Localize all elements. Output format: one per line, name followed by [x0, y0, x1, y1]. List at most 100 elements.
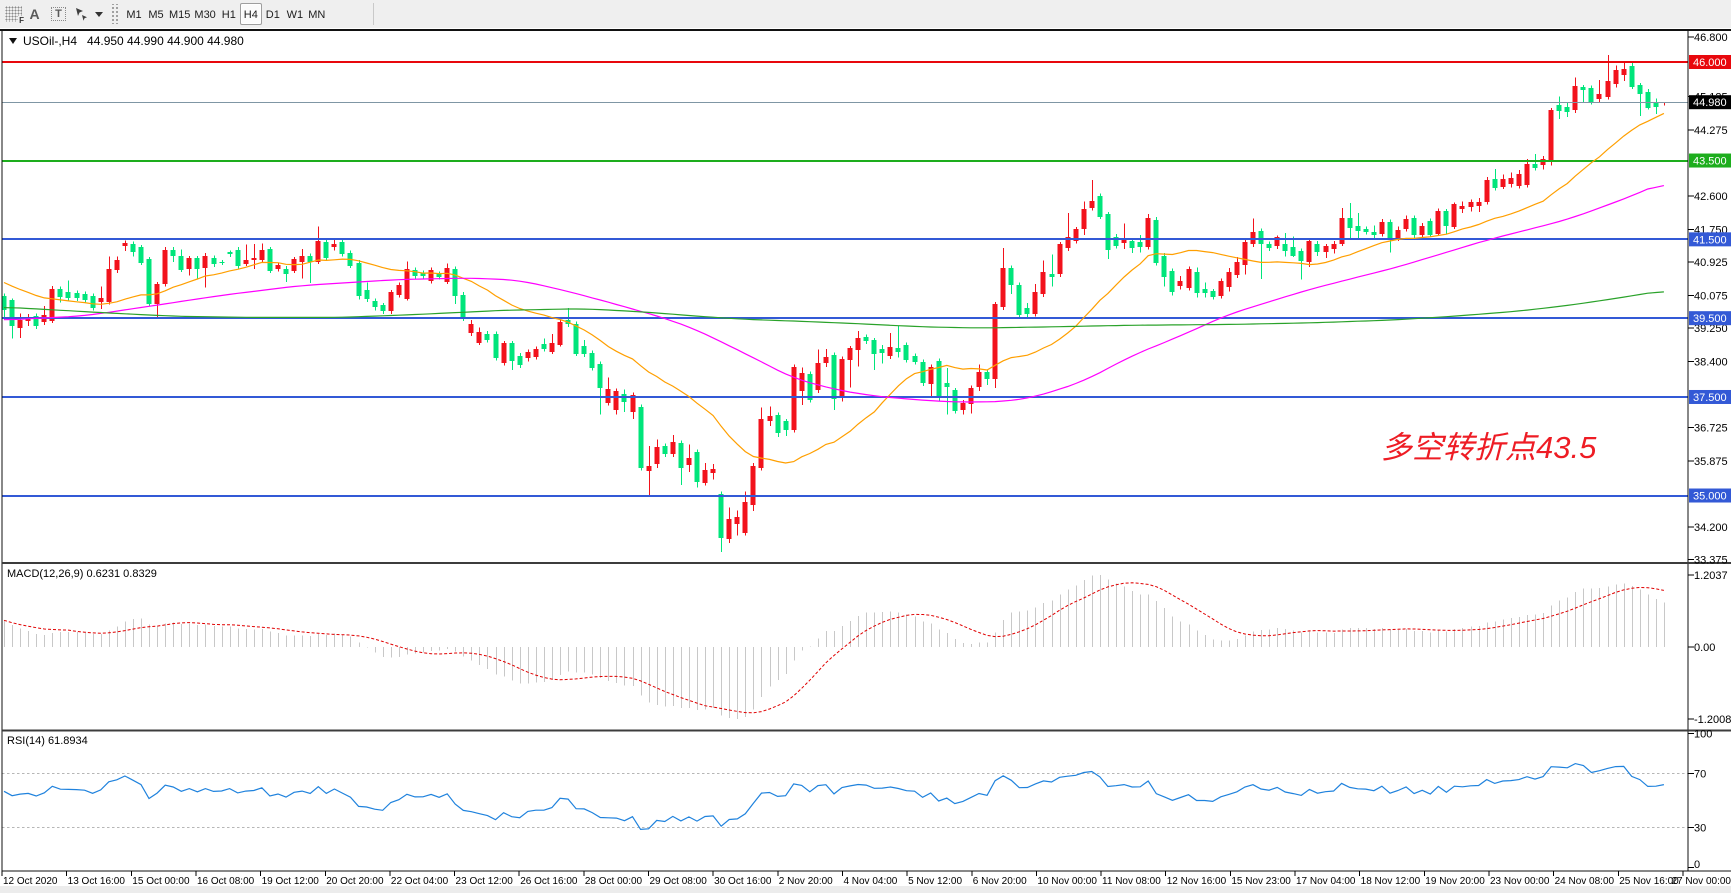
- current-price-badge: [1689, 95, 1731, 110]
- candle-body: [557, 322, 563, 345]
- candle-body: [1105, 214, 1111, 250]
- candle-body: [871, 340, 877, 354]
- price-axis-label: 33.375: [1694, 555, 1728, 567]
- candle-body: [1194, 272, 1200, 293]
- candle-body: [1476, 202, 1482, 206]
- candle-body: [1032, 292, 1038, 314]
- timeframe-button-w1[interactable]: W1: [286, 9, 304, 21]
- toolbar-grip-handle[interactable]: [110, 4, 119, 24]
- time-axis-label: 4 Nov 04:00: [843, 876, 897, 887]
- candle-body: [82, 294, 88, 300]
- time-axis-label: 19 Nov 20:00: [1425, 876, 1485, 887]
- candle-body: [90, 296, 96, 308]
- candle-body: [178, 256, 184, 270]
- candle-body: [380, 305, 386, 311]
- candle-body: [1500, 179, 1506, 187]
- candle-body: [138, 247, 144, 263]
- time-axis-label: 22 Oct 04:00: [391, 876, 449, 887]
- candle-body: [1629, 66, 1635, 87]
- candle-body: [895, 348, 901, 352]
- timeframe-button-m1[interactable]: M1: [126, 9, 142, 21]
- time-axis-label: 17 Nov 04:00: [1296, 876, 1356, 887]
- candle-body: [1637, 85, 1643, 94]
- candle-body: [525, 352, 531, 358]
- time-axis-label: 12 Oct 2020: [3, 876, 58, 887]
- timeframe-button-mn[interactable]: MN: [308, 9, 326, 21]
- candle-body: [1459, 206, 1465, 209]
- candle-body: [597, 364, 603, 388]
- candle-body: [372, 301, 378, 307]
- candle-body: [1040, 272, 1046, 294]
- current-price-badge-label: 44.980: [1693, 97, 1727, 109]
- candle-body: [1282, 244, 1288, 251]
- candle-body: [162, 250, 168, 284]
- arrows-tool-icon[interactable]: [72, 3, 104, 25]
- candle-body: [613, 391, 619, 410]
- price-axis-label: 40.925: [1694, 257, 1728, 269]
- timeframe-button-m15[interactable]: M15: [169, 9, 191, 21]
- candle-body: [436, 274, 442, 277]
- candle-body: [1226, 272, 1232, 287]
- candle-body: [251, 258, 257, 260]
- hline-badge-label: 43.500: [1693, 156, 1727, 168]
- candle-body: [211, 258, 217, 264]
- candle-body: [533, 349, 539, 357]
- candle-body: [1298, 251, 1304, 261]
- candle-body: [758, 419, 764, 468]
- candle-body: [1435, 211, 1441, 234]
- hline-badge: [1689, 488, 1731, 503]
- candle-body: [928, 367, 934, 384]
- candle-body: [581, 346, 587, 354]
- candle-body: [1169, 271, 1175, 292]
- candle-body: [960, 403, 966, 410]
- candle-body: [428, 270, 434, 281]
- time-axis-label: 23 Oct 12:00: [456, 876, 514, 887]
- candle-body: [444, 268, 450, 282]
- candle-body: [783, 421, 789, 430]
- candle-body: [315, 241, 321, 262]
- chart-annotation-text[interactable]: 多空转折点43.5: [1381, 430, 1597, 465]
- candle-body: [823, 357, 829, 363]
- toolbar: F A T M1 M5 M15 M30 H1 H4 D1 W1 MN: [0, 0, 1731, 28]
- candle-body: [662, 446, 668, 454]
- fibonacci-tool-icon[interactable]: F: [3, 3, 24, 25]
- price-axis-label: 44.275: [1694, 125, 1728, 137]
- hline-badge-label: 46.000: [1693, 57, 1727, 69]
- candle-body: [775, 415, 781, 433]
- candle-body: [879, 349, 885, 353]
- candle-body: [1516, 174, 1522, 186]
- candle-body: [1379, 222, 1385, 234]
- candle-body: [396, 285, 402, 295]
- timeframe-button-d1[interactable]: D1: [265, 9, 280, 21]
- candle-body: [1266, 244, 1272, 248]
- toolbar-separator: [372, 3, 374, 25]
- candle-body: [49, 289, 55, 321]
- candle-body: [1, 296, 7, 310]
- candle-body: [452, 269, 458, 296]
- candle-body: [122, 243, 128, 246]
- candle-body: [1596, 94, 1602, 99]
- timeframe-button-h4[interactable]: H4: [239, 3, 262, 25]
- label-tool-icon[interactable]: T: [45, 3, 72, 25]
- timeframe-button-m5[interactable]: M5: [148, 9, 164, 21]
- candle-body: [678, 443, 684, 468]
- candle-body: [1395, 230, 1401, 238]
- candle-body: [573, 324, 579, 354]
- chart-menu-arrow-icon[interactable]: [9, 38, 17, 44]
- candle-body: [219, 262, 225, 263]
- candle-body: [726, 519, 732, 539]
- time-axis-label: 30 Oct 16:00: [714, 876, 772, 887]
- timeframe-button-h1[interactable]: H1: [221, 9, 236, 21]
- text-tool-icon[interactable]: A: [29, 6, 40, 22]
- candle-body: [702, 470, 708, 483]
- candle-body: [912, 356, 918, 362]
- candle-body: [944, 383, 950, 387]
- candle-body: [1419, 226, 1425, 235]
- candle-body: [170, 250, 176, 256]
- status-strip: [0, 886, 1731, 893]
- timeframe-button-m30[interactable]: M30: [194, 9, 216, 21]
- candle-body: [1177, 281, 1183, 286]
- rsi-axis-label: 30: [1694, 822, 1706, 834]
- candle-body: [847, 348, 853, 360]
